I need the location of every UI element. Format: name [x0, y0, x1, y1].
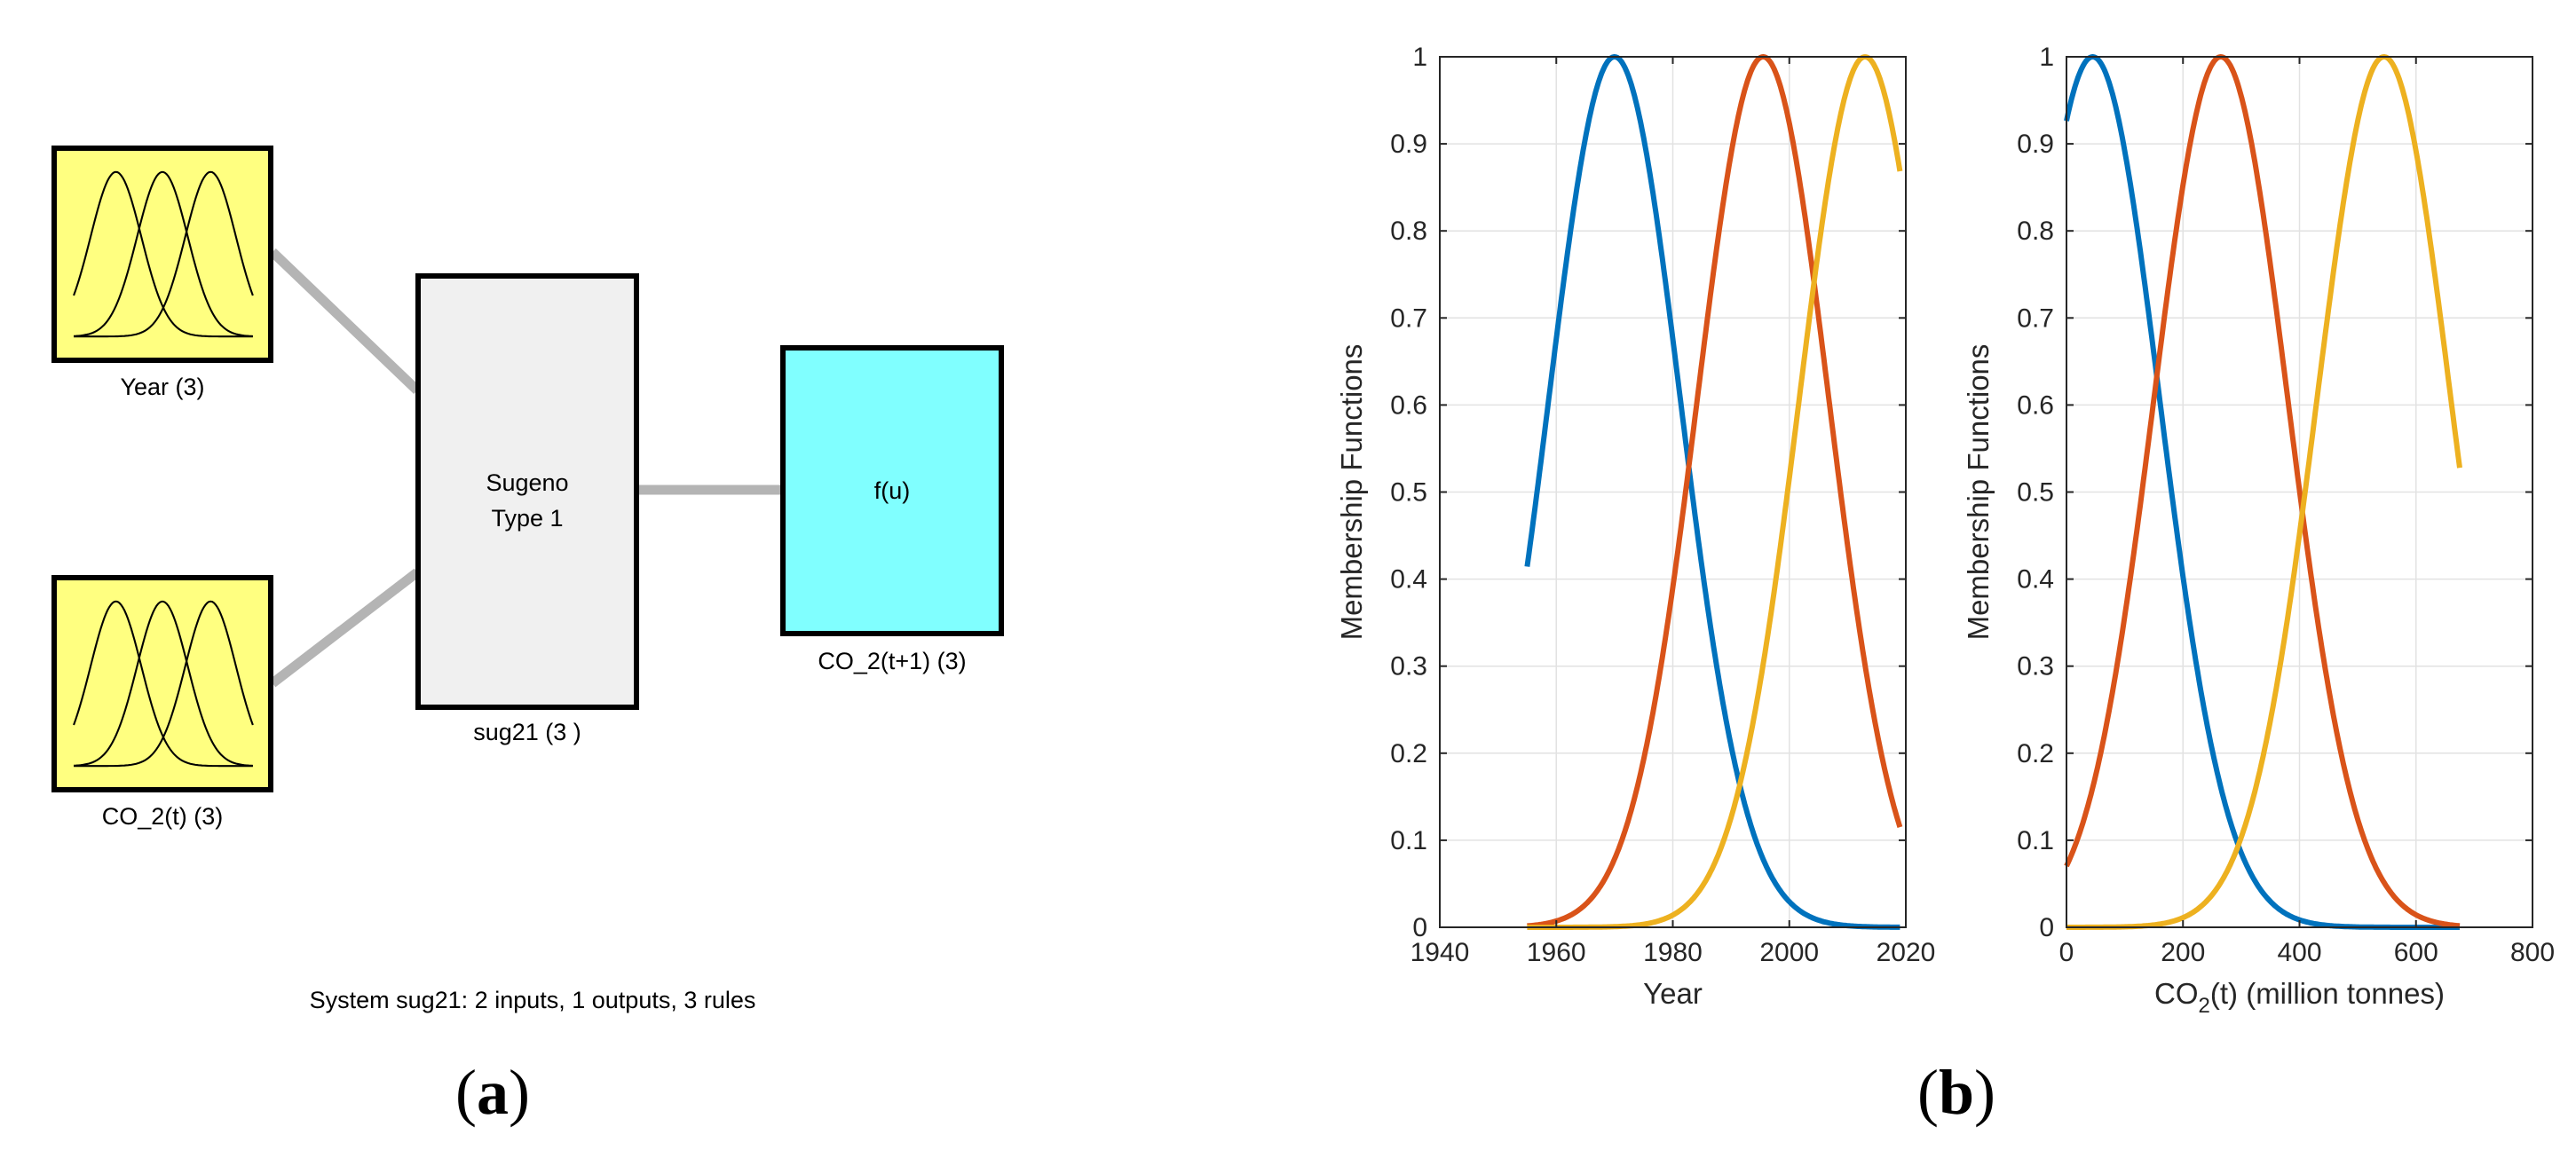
x-tick-label: 2000 — [1759, 938, 1819, 967]
x-tick-label: 200 — [2161, 938, 2205, 967]
x-tick-label: 1960 — [1527, 938, 1586, 967]
engine-name-label: sug21 (3 ) — [473, 719, 581, 745]
y-tick-label: 0 — [2039, 913, 2054, 942]
y-tick-label: 1 — [1412, 43, 1427, 72]
y-tick-label: 0.3 — [1390, 652, 1427, 681]
y-tick-label: 0.8 — [2017, 217, 2054, 246]
y-tick-label: 0.7 — [1390, 303, 1427, 333]
y-tick-label: 0 — [1412, 913, 1427, 942]
y-tick-label: 0.8 — [1390, 217, 1427, 246]
y-tick-label: 0.4 — [2017, 565, 2054, 595]
y-tick-label: 0.1 — [1390, 826, 1427, 855]
x-tick-label: 2020 — [1877, 938, 1936, 967]
x-axis-label: Year — [1643, 977, 1703, 1010]
x-axis-label: CO2(t) (million tonnes) — [2154, 977, 2445, 1018]
y-tick-label: 0.9 — [2017, 130, 2054, 159]
y-tick-label: 0.4 — [1390, 565, 1427, 595]
panel-a-label: (a) — [455, 1057, 530, 1128]
membership-functions-icon — [73, 600, 254, 768]
system-summary: System sug21: 2 inputs, 1 outputs, 3 rul… — [309, 987, 756, 1013]
connectors — [269, 248, 786, 688]
y-tick-label: 0.6 — [2017, 390, 2054, 420]
inference-engine-block[interactable]: Sugeno Type 1 — [415, 273, 639, 710]
output-block[interactable]: f(u) — [780, 345, 1004, 636]
connector-co2-engine — [269, 568, 421, 688]
x-tick-label: 0 — [2059, 938, 2074, 967]
x-tick-label: 1940 — [1410, 938, 1470, 967]
series-line-1 — [1524, 54, 1901, 930]
y-tick-label: 0.3 — [2017, 652, 2054, 681]
membership-functions-icon — [73, 170, 254, 338]
x-tick-label: 1980 — [1643, 938, 1703, 967]
input-year-label: Year (3) — [120, 374, 205, 400]
output-function-label: f(u) — [873, 477, 911, 504]
y-tick-label: 1 — [2039, 43, 2054, 72]
output-name-label: CO_2(t+1) (3) — [818, 648, 967, 674]
x-tick-label: 800 — [2510, 938, 2555, 967]
input-co2-label: CO_2(t) (3) — [101, 803, 224, 830]
y-axis-label: Membership Functions — [1962, 344, 1995, 641]
y-tick-label: 0.1 — [2017, 826, 2054, 855]
panel-b-label: (b) — [1917, 1057, 1996, 1128]
y-tick-label: 0.7 — [2017, 303, 2054, 333]
x-tick-label: 400 — [2277, 938, 2321, 967]
fis-diagram: Year (3) CO_2(t) (3) Sugeno Type 1 sug21… — [0, 0, 1065, 1065]
series-line-2 — [2064, 54, 2461, 929]
series-line-2 — [1526, 54, 1903, 929]
y-tick-label: 0.2 — [1390, 739, 1427, 768]
y-tick-label: 0.2 — [2017, 739, 2054, 768]
chart-2: 0 200 400 600 800 0 0.1 0.2 0.3 0.4 0.5 0.6 0.7 0.8 0.… — [1962, 43, 2555, 1018]
input-year-block[interactable] — [51, 146, 273, 363]
y-tick-label: 0.5 — [2017, 478, 2054, 508]
input-co2-block[interactable] — [51, 575, 273, 792]
y-tick-label: 0.5 — [1390, 478, 1427, 508]
engine-type-line1: Sugeno — [486, 469, 569, 496]
chart-1: 1940 1960 1980 2000 2020 0 0.1 0.2 0.3 0.4 0.5 0.6 0… — [1335, 43, 1935, 1010]
y-tick-label: 0.9 — [1390, 130, 1427, 159]
y-tick-label: 0.6 — [1390, 390, 1427, 420]
x-tick-label: 600 — [2394, 938, 2438, 967]
connector-year-engine — [269, 248, 421, 394]
y-axis-label: Membership Functions — [1335, 344, 1368, 641]
engine-type-line2: Type 1 — [491, 505, 564, 532]
